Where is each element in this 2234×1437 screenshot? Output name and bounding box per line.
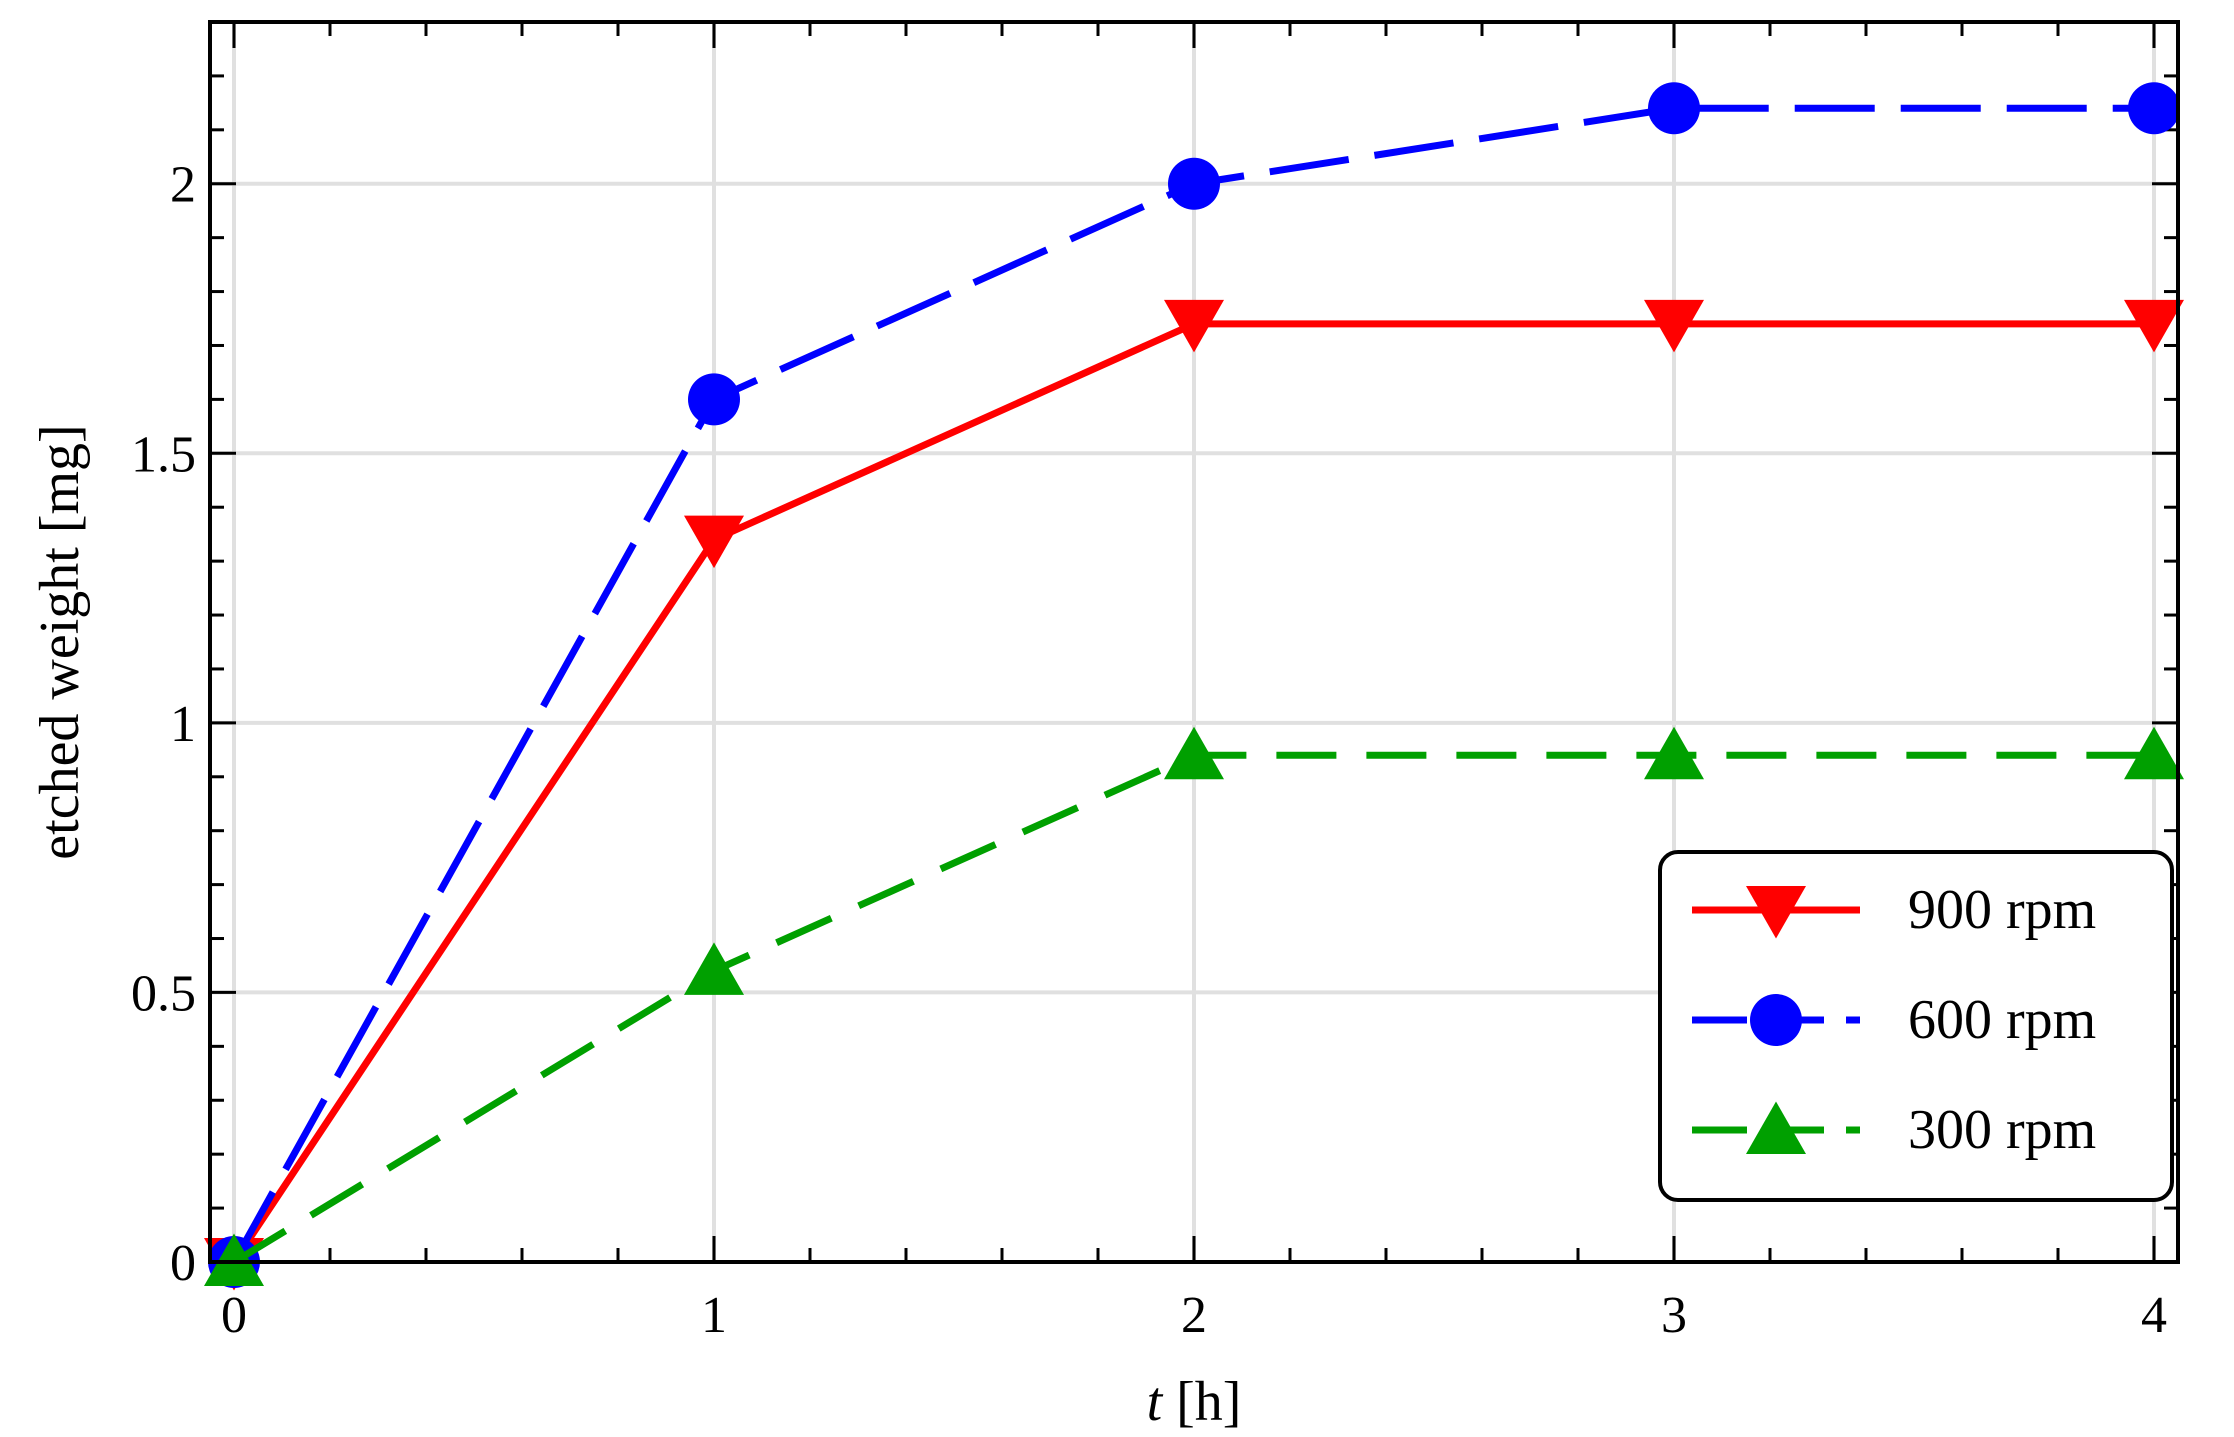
x-axis-label-italic: t	[1147, 1371, 1164, 1433]
data-point	[1164, 726, 1224, 780]
legend-marker	[1746, 1101, 1806, 1154]
data-point	[684, 515, 744, 569]
x-axis-label-unit: [h]	[1162, 1371, 1241, 1433]
legend-marker	[1746, 886, 1806, 939]
y-tick-label: 2	[170, 157, 196, 214]
data-point	[1644, 726, 1704, 780]
x-tick-label: 3	[1661, 1287, 1687, 1344]
legend-marker	[1750, 994, 1802, 1046]
y-tick-label: 0	[170, 1235, 196, 1292]
y-tick-label: 0.5	[131, 965, 196, 1022]
data-point	[204, 1233, 264, 1286]
series-2	[204, 726, 2184, 1286]
legend-item: 600 rpm	[1692, 989, 2096, 1051]
legend-label: 300 rpm	[1908, 1099, 2096, 1161]
legend-label: 900 rpm	[1908, 879, 2096, 941]
series-layer	[204, 82, 2184, 1291]
data-point	[688, 373, 740, 426]
data-point	[684, 942, 744, 995]
data-point	[1168, 157, 1220, 210]
y-axis-label: etched weight [mg]	[29, 424, 91, 859]
data-point	[1644, 299, 1704, 353]
data-point	[1164, 299, 1224, 353]
plot-frame	[208, 20, 2180, 1264]
legend: 900 rpm 600 rpm 300 rpm	[1658, 850, 2174, 1202]
legend-item: 300 rpm	[1692, 1099, 2096, 1161]
data-point	[1648, 82, 1700, 135]
x-tick-label: 0	[221, 1287, 247, 1344]
legend-box	[1658, 850, 2174, 1202]
x-tick-label: 1	[701, 1287, 727, 1344]
axis-ticks	[210, 22, 2178, 1264]
series-1	[208, 82, 2180, 1288]
y-tick-label: 1.5	[131, 426, 196, 483]
tick-labels: 0 1 2 3 4 0 0.5 1 1.5 2	[131, 157, 2167, 1344]
x-tick-label: 2	[1181, 1287, 1207, 1344]
legend-item: 900 rpm	[1692, 879, 2096, 941]
data-point	[2124, 726, 2184, 780]
data-point	[2124, 299, 2184, 353]
legend-label: 600 rpm	[1908, 989, 2096, 1051]
x-tick-label: 4	[2141, 1287, 2167, 1344]
y-tick-label: 1	[170, 696, 196, 753]
x-axis-label: t [h]	[1147, 1371, 1242, 1433]
data-point	[2128, 82, 2180, 135]
